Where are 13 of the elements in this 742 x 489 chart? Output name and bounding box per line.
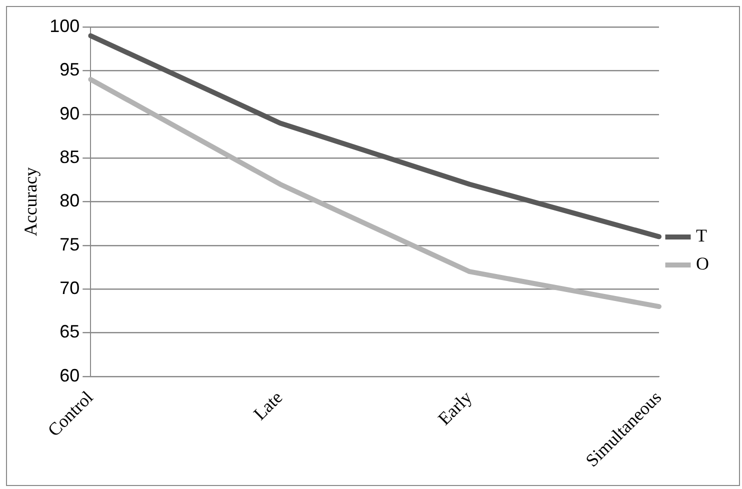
legend-label: O bbox=[696, 254, 709, 274]
y-tick-label: 80 bbox=[60, 190, 80, 211]
y-tick-label: 70 bbox=[60, 278, 80, 298]
y-tick-label: 60 bbox=[60, 365, 80, 386]
y-axis-title: Accuracy bbox=[20, 167, 41, 236]
x-tick-label: Late bbox=[250, 387, 286, 424]
y-tick-label: 65 bbox=[60, 322, 80, 342]
y-tick-label: 90 bbox=[60, 103, 80, 124]
y-tick-label: 85 bbox=[60, 147, 80, 168]
legend-label: T bbox=[696, 226, 707, 246]
y-tick-label: 75 bbox=[60, 234, 80, 254]
y-tick-label: 95 bbox=[60, 60, 80, 80]
y-tick-label: 100 bbox=[50, 16, 80, 36]
